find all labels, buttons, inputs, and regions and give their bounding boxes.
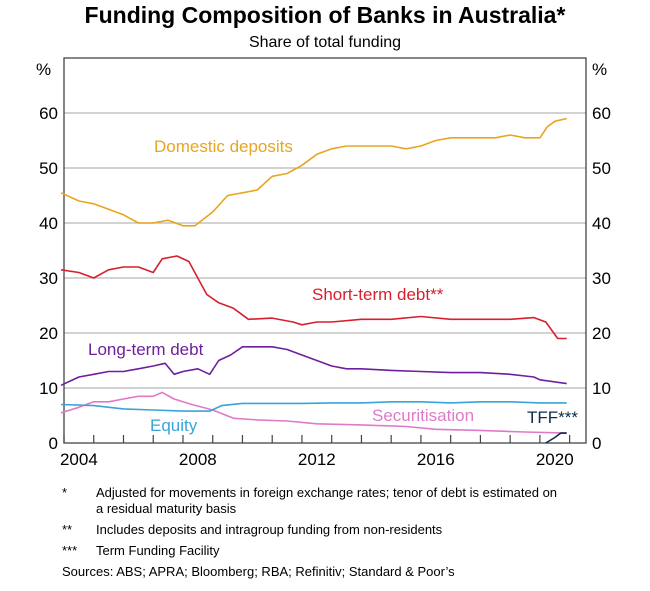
footnote-text: Term Funding Facility xyxy=(96,543,220,558)
series-label: TFF*** xyxy=(527,408,578,427)
x-tick-label: 2012 xyxy=(298,450,336,469)
y-tick-label-left: 30 xyxy=(39,269,58,288)
footnote: * Adjusted for movements in foreign excha… xyxy=(62,485,566,517)
y-tick-label-left: 60 xyxy=(39,104,58,123)
footnote-mark: ** xyxy=(62,522,73,537)
y-tick-label-left: 50 xyxy=(39,159,58,178)
y-tick-label-left: 0 xyxy=(49,434,58,453)
series-line-short-term-debt xyxy=(60,255,567,340)
footnote: *** Term Funding Facility xyxy=(62,543,566,559)
series-line-long-term-debt xyxy=(60,345,567,387)
y-tick-label-left: 10 xyxy=(39,379,58,398)
y-tick-label-right: 10 xyxy=(592,379,611,398)
sources: Sources: ABS; APRA; Bloomberg; RBA; Refi… xyxy=(62,564,455,579)
y-tick-label-right: 60 xyxy=(592,104,611,123)
chart-title: Funding Composition of Banks in Australi… xyxy=(84,2,566,28)
y-tick-label-right: 30 xyxy=(592,269,611,288)
footnote: ** Includes deposits and intragroup fundi… xyxy=(62,522,566,538)
footnotes: * Adjusted for movements in foreign excha… xyxy=(62,485,566,579)
series-line-equity xyxy=(60,400,567,412)
footnote-mark: *** xyxy=(62,543,78,558)
series-line-tff xyxy=(545,432,567,444)
series-line-domestic-deposits xyxy=(60,117,567,227)
y-axis-unit-right: % xyxy=(592,60,607,79)
footnote-mark: * xyxy=(62,485,68,500)
chart-subtitle: Share of total funding xyxy=(248,34,402,51)
series-line-securitisation xyxy=(60,391,567,434)
plot-frame xyxy=(63,57,587,444)
series-label: Short-term debt** xyxy=(312,285,444,304)
footnote-text: Adjusted for movements in foreign exchan… xyxy=(96,485,558,516)
x-tick-label: 2004 xyxy=(60,450,98,469)
x-tick-label: 2008 xyxy=(179,450,217,469)
y-axis-unit-left: % xyxy=(36,60,51,79)
footnote-text: Includes deposits and intragroup funding… xyxy=(96,522,443,537)
series-label: Domestic deposits xyxy=(154,137,293,156)
y-tick-label-right: 50 xyxy=(592,159,611,178)
series-label: Long-term debt xyxy=(88,340,204,359)
x-tick-label: 2020 xyxy=(536,450,574,469)
y-tick-label-right: 40 xyxy=(592,214,611,233)
y-tick-label-right: 0 xyxy=(592,434,601,453)
y-tick-label-left: 20 xyxy=(39,324,58,343)
x-tick-label: 2016 xyxy=(417,450,455,469)
y-tick-label-right: 20 xyxy=(592,324,611,343)
series-label: Equity xyxy=(150,416,198,435)
series-label: Securitisation xyxy=(372,406,474,425)
y-tick-label-left: 40 xyxy=(39,214,58,233)
